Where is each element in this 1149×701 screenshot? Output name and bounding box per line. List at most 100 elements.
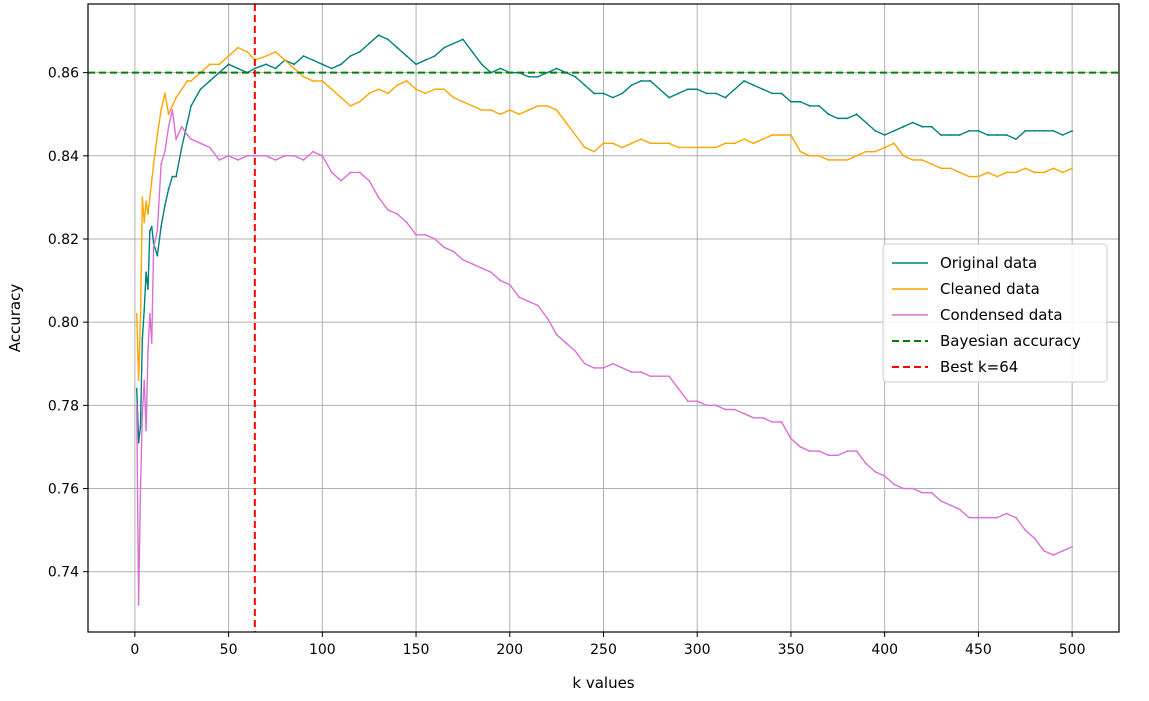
data-point [368,92,371,95]
y-axis-ticks: 0.74 0.76 0.78 0.80 0.82 0.84 0.86 [48,66,88,581]
data-point [156,229,159,232]
data-point [340,179,342,182]
data-point [930,491,933,494]
data-point [846,159,849,161]
data-point [921,125,924,128]
x-tick-label: 100 [309,642,336,658]
data-point [396,213,399,215]
data-point [874,150,877,153]
data-point [808,154,811,157]
data-point [1033,129,1036,132]
data-point [143,221,146,224]
data-point [930,163,933,166]
data-point [175,138,178,141]
data-point [818,450,820,452]
data-point [433,238,436,240]
data-point [396,84,399,86]
data-point [883,134,886,136]
data-point [640,371,642,373]
reference-lines [88,4,1119,632]
data-point [883,146,886,149]
data-point [163,150,166,153]
data-point [340,96,342,99]
data-point [274,159,277,161]
data-point [302,55,305,57]
data-point [163,92,166,95]
data-point [199,142,202,145]
data-point [283,59,286,62]
data-point [611,142,614,145]
data-point [874,129,877,132]
data-point [293,63,296,66]
data-point [1071,167,1074,170]
data-point [902,125,905,128]
data-point [771,421,774,423]
data-point [508,109,511,111]
data-point [940,167,942,170]
data-point [799,100,802,103]
data-point [940,134,942,136]
data-point [156,134,159,136]
data-point [1005,171,1008,174]
data-point [790,134,792,136]
data-point [415,233,417,236]
data-point [471,50,474,53]
data-point [405,221,408,224]
data-point [405,80,408,82]
data-point [199,88,202,91]
data-point [152,163,155,166]
data-point [141,412,144,415]
x-tick-label: 500 [1059,642,1086,658]
data-point [686,146,689,149]
data-point [658,142,661,145]
legend: Original data Cleaned data Condensed data B… [882,243,1108,383]
data-point [490,271,492,274]
data-point [156,254,159,257]
data-point [649,142,652,145]
data-point [160,109,163,111]
data-point [443,88,446,91]
data-point [1015,516,1017,519]
data-point [1043,171,1045,174]
data-point [462,258,464,261]
data-point [968,175,970,178]
data-point [836,159,839,161]
data-point [668,142,671,145]
data-point [649,375,652,378]
data-point [167,188,170,190]
data-point [135,312,138,315]
data-point [1015,171,1017,174]
data-point [893,483,895,486]
data-point [836,117,839,120]
data-point [137,604,140,606]
data-point [358,100,361,103]
data-point [602,142,605,145]
data-point [265,154,267,157]
legend-label: Best k=64 [940,358,1018,376]
data-point [546,71,549,74]
data-point [611,362,614,365]
data-point [921,491,924,494]
data-point [246,50,249,53]
data-point [949,167,952,170]
data-point [536,304,539,307]
x-axis-label: k values [572,674,634,692]
data-point [780,92,783,95]
data-point [593,150,596,153]
data-point [443,46,446,49]
data-point [771,92,774,95]
y-tick-label: 0.80 [48,315,79,331]
data-point [705,146,708,149]
data-point [968,129,970,132]
data-point [253,67,256,70]
data-point [536,75,539,78]
data-point [368,42,371,45]
data-point [349,171,352,174]
data-point [761,88,764,91]
data-point [148,229,151,232]
data-point [818,104,820,107]
data-point [424,233,427,236]
data-point [996,175,999,178]
data-point [190,138,193,141]
legend-label: Bayesian accuracy [940,332,1081,350]
